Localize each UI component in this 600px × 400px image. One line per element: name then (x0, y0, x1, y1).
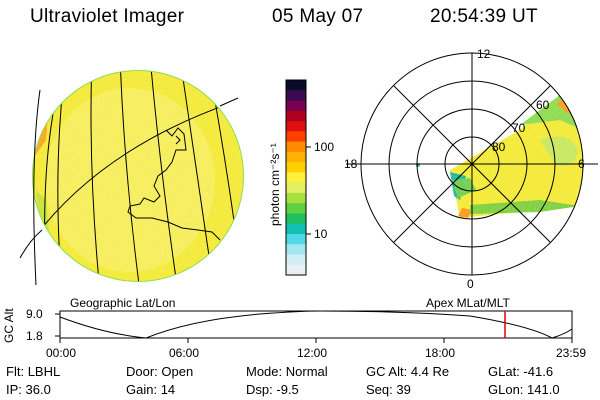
mlt-label-right: 6 (578, 157, 585, 171)
info-gain: Gain: 14 (126, 382, 176, 397)
altitude-curve (59, 310, 573, 339)
info-mode: Mode: Normal (246, 364, 328, 379)
coastline (127, 127, 221, 241)
colorbar-swatch (286, 162, 306, 173)
info-door: Door: Open (126, 364, 194, 379)
timeline-ylabel: GC Alt (2, 308, 16, 343)
colorbar (285, 79, 311, 276)
colorbar-swatch (286, 244, 306, 256)
colorbar-swatch (286, 264, 306, 276)
colorbar-swatch (286, 90, 306, 102)
info-glon: GLon: 141.0 (488, 382, 560, 397)
colorbar-swatch (286, 80, 306, 91)
lat-label-80: 80 (492, 140, 506, 154)
colorbar-swatch (286, 233, 306, 245)
timeline-frame (59, 310, 573, 339)
timeline-y-top: 9.0 (26, 307, 43, 321)
colorbar-swatches (286, 80, 306, 276)
right-panel-caption: Apex MLat/MLT (426, 296, 510, 310)
info-ip: IP: 36.0 (6, 382, 51, 397)
info-gc-alt: GC Alt: 4.4 Re (366, 364, 450, 379)
colorbar-swatch (286, 151, 306, 163)
colorbar-swatch (286, 213, 306, 225)
colorbar-swatch (286, 141, 306, 153)
timeline-tick-0600: 06:00 (169, 346, 200, 360)
info-flt: Flt: LBHL (6, 364, 61, 379)
colorbar-swatch (286, 110, 306, 122)
mlt-label-bottom: 0 (467, 277, 474, 291)
timeline-tick-2359: 23:59 (556, 346, 587, 360)
colorbar-tick-label-10: 10 (314, 227, 328, 241)
mlt-label-left: 18 (344, 157, 358, 171)
colorbar-swatch (286, 182, 306, 194)
lat-label-60: 60 (536, 98, 550, 112)
mlt-label-top: 12 (477, 47, 491, 61)
lat-label-70: 70 (512, 121, 526, 135)
geographic-globe (19, 70, 244, 286)
info-glat: GLat: -41.6 (488, 364, 554, 379)
date-label: 05 May 07 (272, 6, 364, 27)
colorbar-frame (285, 79, 307, 276)
orbit-timeline (55, 310, 573, 343)
colorbar-swatch (286, 223, 306, 235)
instrument-title: Ultraviolet Imager (30, 6, 185, 27)
colorbar-unit-label: photon cm⁻²s⁻¹ (268, 143, 282, 226)
timeline-y-bottom: 1.8 (26, 329, 43, 343)
info-dsp: Dsp: -9.5 (246, 382, 299, 397)
colorbar-swatch (286, 192, 306, 204)
timeline-tick-1200: 12:00 (297, 346, 328, 360)
colorbar-swatch (286, 121, 306, 132)
colorbar-swatch (286, 172, 306, 184)
polar-plot (346, 52, 598, 276)
colorbar-tick-label-100: 100 (314, 140, 335, 154)
colorbar-swatch (286, 131, 306, 143)
info-seq: Seq: 39 (366, 382, 411, 397)
time-label: 20:54:39 UT (430, 6, 538, 27)
colorbar-swatch (286, 203, 306, 215)
polar-grid (346, 52, 598, 276)
timeline-tick-0000: 00:00 (46, 346, 77, 360)
colorbar-swatch (286, 254, 306, 266)
left-panel-caption: Geographic Lat/Lon (70, 296, 176, 310)
timeline-ticks (55, 313, 573, 343)
colorbar-swatch (286, 100, 306, 112)
timeline-tick-1800: 18:00 (425, 346, 456, 360)
